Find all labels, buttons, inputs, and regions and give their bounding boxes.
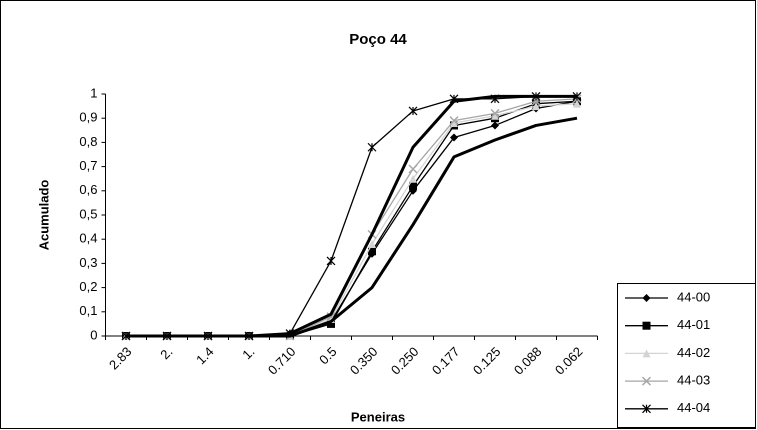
marker [449,116,459,126]
legend-label: 44-01 [677,317,710,332]
marker [327,319,335,328]
marker [367,142,377,152]
marker [642,294,651,302]
y-tick-label: 0,9 [79,110,97,125]
y-tick-label: 0,7 [79,158,97,173]
marker [368,247,376,256]
marker [573,99,581,108]
y-tick-label: 0,2 [79,279,97,294]
legend-label: 44-02 [677,345,710,360]
marker [642,349,651,358]
legend-label: 44-00 [677,289,710,304]
marker [532,102,540,111]
y-tick-label: 0 [90,327,97,342]
marker [642,321,651,330]
marker [450,133,458,142]
marker [450,119,458,128]
y-tick-label: 0,5 [79,206,97,221]
y-tick-label: 0,3 [79,255,97,270]
marker [641,376,652,386]
marker [368,240,376,249]
legend-box [617,283,756,428]
y-tick-label: 0,1 [79,303,97,318]
y-tick-label: 0,8 [79,134,97,149]
marker [408,164,418,174]
y-axis-label: Acumulado [36,180,51,251]
y-tick-label: 0,6 [79,182,97,197]
series-line [126,116,578,338]
y-tick-label: 0,4 [79,231,97,246]
marker [409,181,417,190]
x-axis-label: Peneiras [351,409,405,424]
marker [490,108,500,118]
marker [491,121,499,130]
marker [408,106,418,116]
chart-title: Poço 44 [349,31,407,48]
marker [642,404,651,414]
legend-label: 44-04 [677,400,710,415]
marker [326,256,336,266]
y-tick-label: 1 [90,85,97,100]
marker [491,111,499,120]
marker [409,174,417,183]
legend-label: 44-03 [677,373,710,388]
